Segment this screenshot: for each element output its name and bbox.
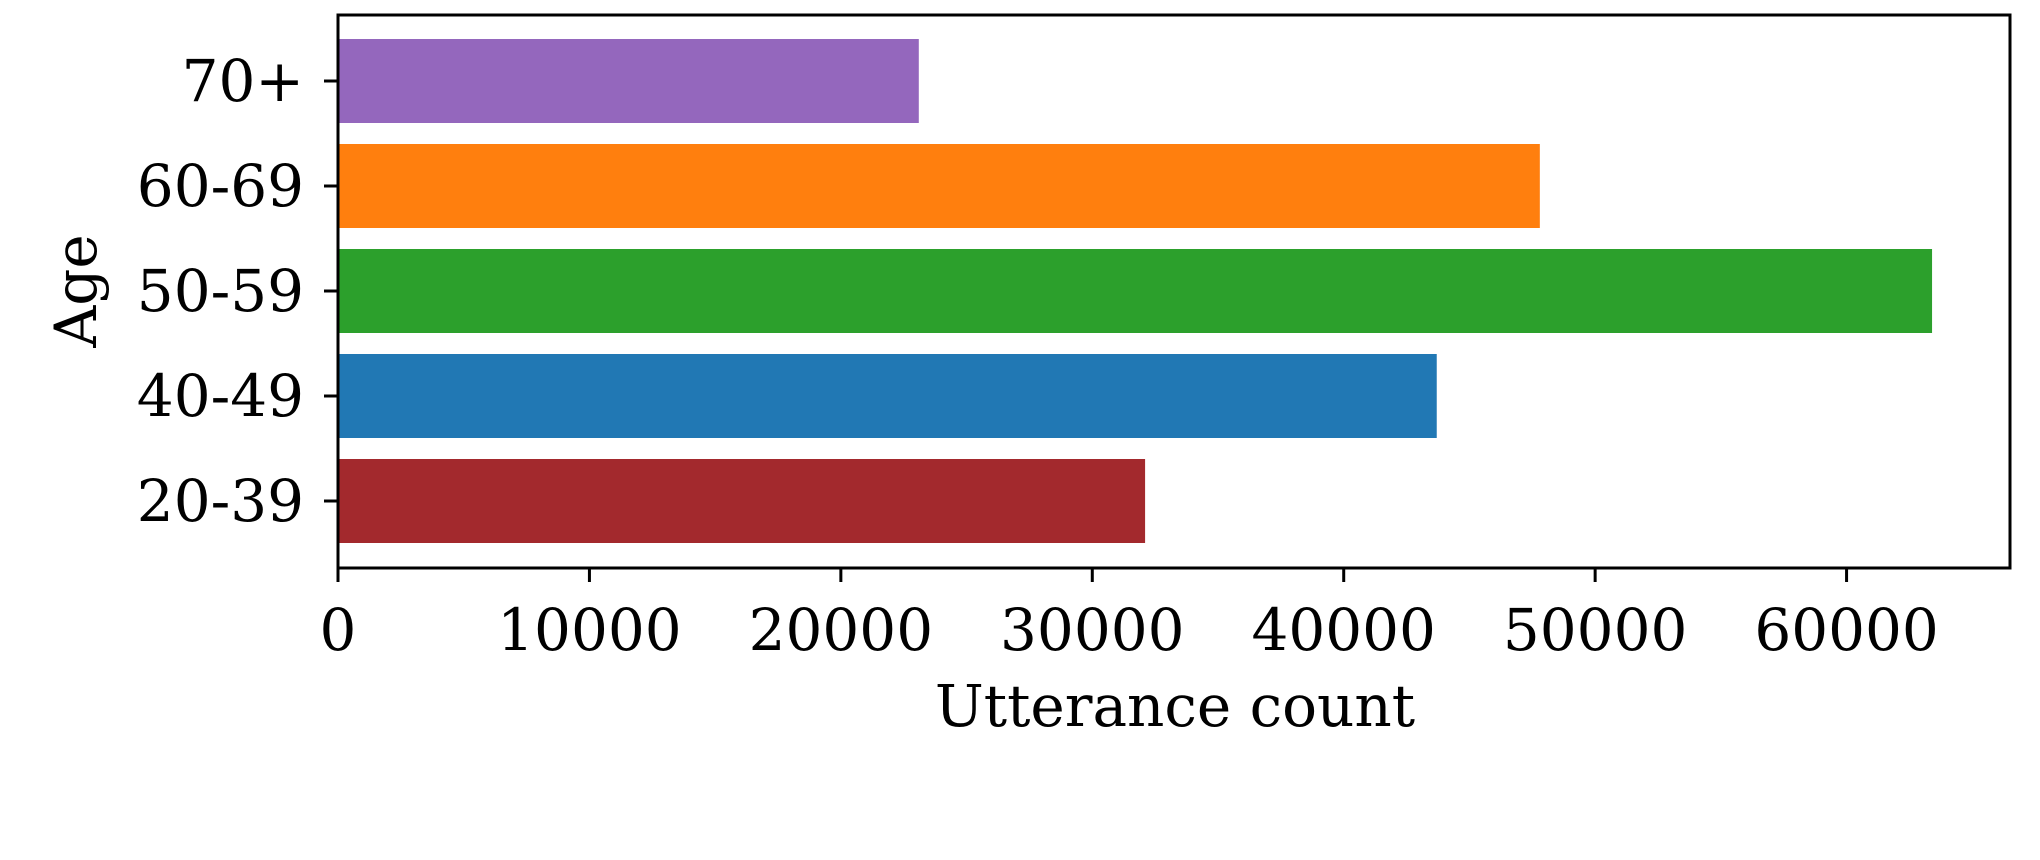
x-tick-label: 60000 [1754,596,1939,664]
x-tick-label: 10000 [497,596,682,664]
y-tick-label: 40-49 [137,362,304,430]
x-tick-label: 20000 [749,596,934,664]
y-tick-label: 60-69 [137,152,304,220]
x-tick-label: 0 [320,596,357,664]
x-ticks-group: 0 10000 20000 30000 40000 50000 60000 [320,568,1939,664]
bar-20-39 [338,459,1146,543]
y-tick-label: 70+ [182,47,304,115]
plot-frame [336,13,2012,570]
y-ticks-group: 20-39 40-49 50-59 60-69 70+ [137,47,338,535]
bar-60-69 [338,144,1540,228]
x-tick-label: 30000 [1000,596,1185,664]
y-axis-label: Age [42,234,110,348]
bars-group [338,39,1933,543]
x-axis-label: Utterance count [935,672,1415,740]
x-tick-label: 40000 [1251,596,1436,664]
bar-70plus [338,39,919,123]
bar-40-49 [338,354,1437,438]
y-tick-label: 20-39 [137,467,304,535]
bar-50-59 [338,249,1933,333]
x-tick-label: 50000 [1503,596,1688,664]
y-tick-label: 50-59 [137,257,304,325]
